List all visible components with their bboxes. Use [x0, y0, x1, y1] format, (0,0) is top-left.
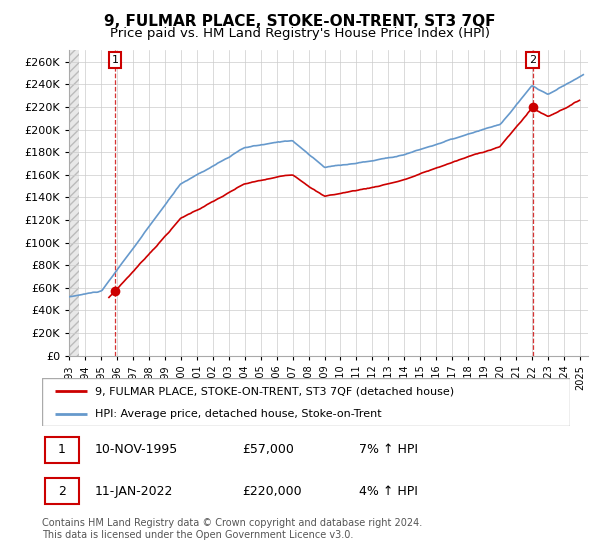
Text: 9, FULMAR PLACE, STOKE-ON-TRENT, ST3 7QF: 9, FULMAR PLACE, STOKE-ON-TRENT, ST3 7QF [104, 14, 496, 29]
Text: 1: 1 [112, 55, 118, 65]
Text: 4% ↑ HPI: 4% ↑ HPI [359, 485, 418, 498]
Text: 1: 1 [58, 444, 66, 456]
Text: 7% ↑ HPI: 7% ↑ HPI [359, 444, 418, 456]
Text: 11-JAN-2022: 11-JAN-2022 [95, 485, 173, 498]
Bar [69, 50, 79, 356]
Text: Contains HM Land Registry data © Crown copyright and database right 2024.
This d: Contains HM Land Registry data © Crown c… [42, 518, 422, 540]
FancyBboxPatch shape [44, 437, 79, 463]
Text: £57,000: £57,000 [242, 444, 295, 456]
Text: HPI: Average price, detached house, Stoke-on-Trent: HPI: Average price, detached house, Stok… [95, 409, 382, 419]
FancyBboxPatch shape [44, 478, 79, 504]
Text: Price paid vs. HM Land Registry's House Price Index (HPI): Price paid vs. HM Land Registry's House … [110, 27, 490, 40]
Text: 9, FULMAR PLACE, STOKE-ON-TRENT, ST3 7QF (detached house): 9, FULMAR PLACE, STOKE-ON-TRENT, ST3 7QF… [95, 386, 454, 396]
Text: £220,000: £220,000 [242, 485, 302, 498]
Text: 10-NOV-1995: 10-NOV-1995 [95, 444, 178, 456]
Text: 2: 2 [529, 55, 536, 65]
FancyBboxPatch shape [42, 378, 570, 426]
Text: 2: 2 [58, 485, 66, 498]
